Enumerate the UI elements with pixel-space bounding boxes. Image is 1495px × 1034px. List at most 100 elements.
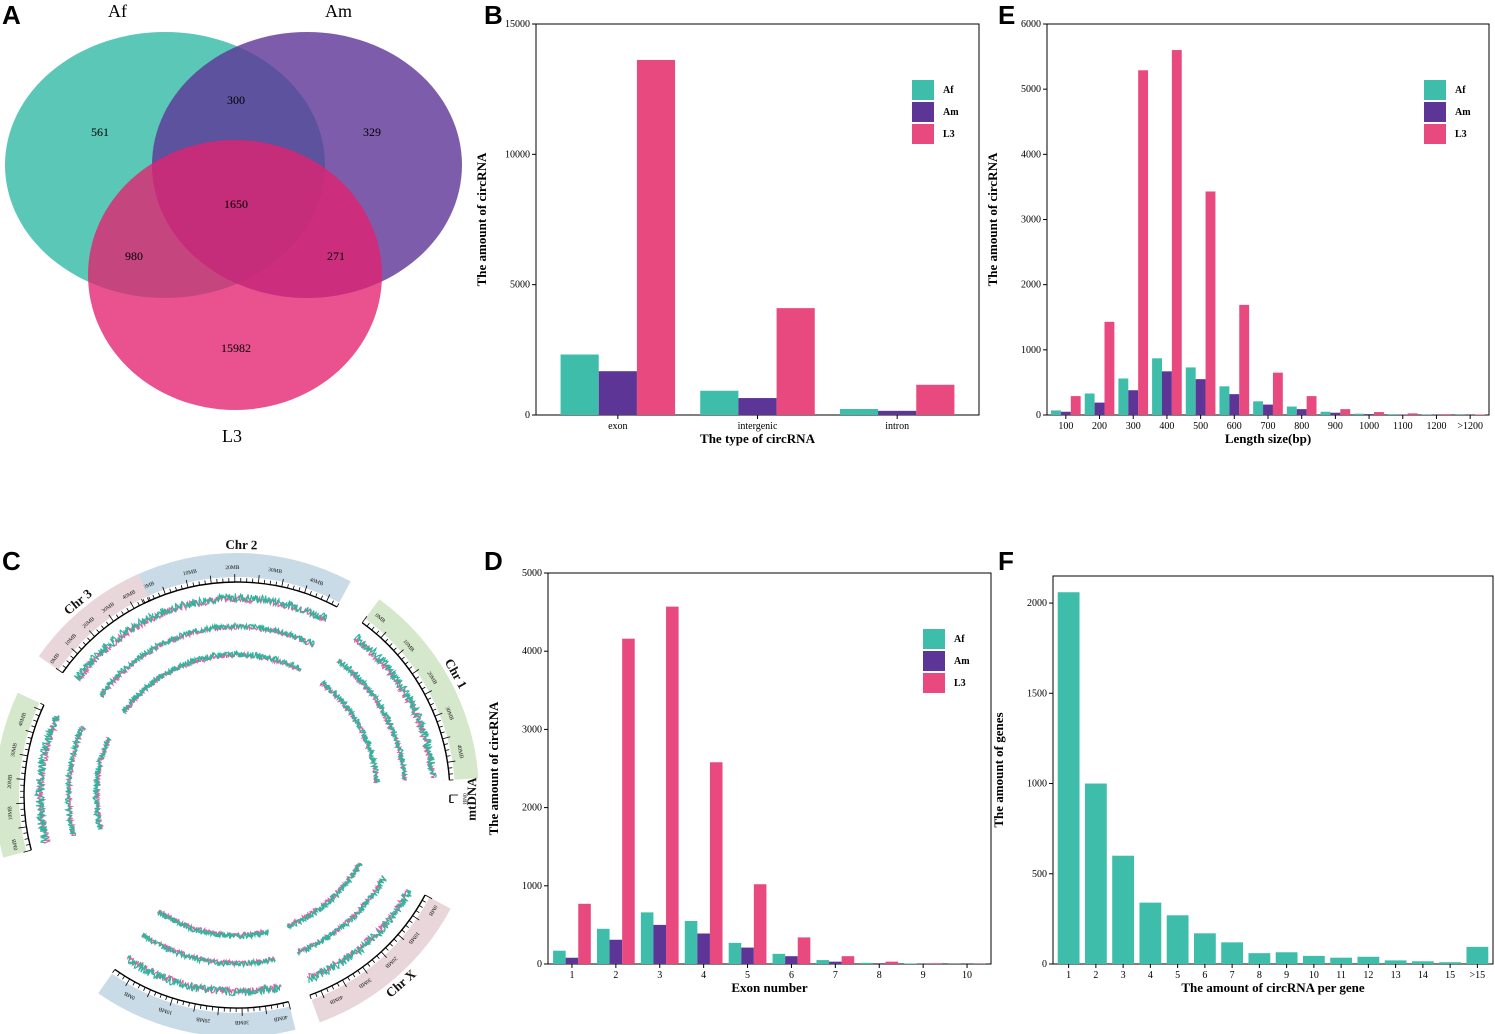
chromosome-mb-label: 20MB — [225, 565, 240, 571]
chromosome-tick — [25, 730, 34, 734]
chromosome-tick — [366, 622, 370, 627]
bar — [598, 371, 637, 415]
chromosome-tick — [180, 585, 183, 590]
bar — [1253, 401, 1264, 415]
chromosome-tick — [380, 951, 387, 958]
bar — [785, 956, 798, 964]
venn-label-l3: L3 — [222, 426, 242, 446]
bar — [1296, 409, 1307, 415]
bar — [1128, 390, 1139, 415]
chromosome-tick — [132, 981, 136, 986]
chromosome-tick — [217, 1007, 219, 1016]
chromosome-tick — [326, 988, 329, 993]
chromosome-tick — [23, 849, 32, 853]
x-tick-label: 5 — [745, 970, 750, 981]
chromosome-tick — [298, 587, 301, 592]
x-tick-label: 4 — [1148, 970, 1153, 981]
chromosome-tick — [282, 1002, 285, 1008]
bar — [1161, 371, 1172, 415]
y-tick-label: 4000 — [522, 646, 542, 657]
chromosome-tick — [331, 600, 334, 605]
chromosome-tick — [270, 1005, 273, 1010]
venn-count-all: 1650 — [224, 197, 248, 211]
x-tick-label: 10 — [1309, 970, 1319, 981]
chromosome-tick — [384, 638, 389, 643]
x-tick-label: 15 — [1445, 970, 1455, 981]
chromosome-tick — [429, 703, 434, 706]
x-tick-label: 1100 — [1393, 421, 1413, 432]
venn-circle-l3 — [88, 140, 382, 410]
legend-label: Af — [954, 634, 965, 645]
chromosome-tick — [315, 992, 318, 997]
chromosome-tick — [192, 582, 195, 587]
x-tick-label: >15 — [1470, 970, 1486, 981]
chromosome-tick — [361, 615, 368, 623]
x-axis-label: The amount of circRNA per gene — [1181, 980, 1365, 995]
chromosome-tick — [176, 999, 179, 1004]
chromosome-tick — [269, 580, 272, 585]
x-tick-label: 14 — [1418, 970, 1428, 981]
chromosome-axis — [61, 599, 151, 674]
chromosome-tick — [438, 725, 443, 728]
y-tick-label: 1500 — [1027, 688, 1047, 699]
chromosome-tick — [397, 934, 405, 941]
venn-count-l3-only: 15982 — [221, 341, 251, 355]
chromosome-tick — [380, 631, 387, 639]
legend-swatch — [1424, 124, 1446, 144]
bar — [1219, 386, 1230, 415]
bar — [709, 762, 723, 964]
bar — [1166, 915, 1189, 964]
x-tick-label: 2 — [1093, 970, 1098, 981]
chromosome-tick — [408, 920, 413, 924]
chromosome-tick — [309, 995, 312, 1000]
chromosome-mb-label: 30MB — [10, 742, 19, 757]
chromosome-tick — [31, 725, 36, 728]
chromosome-band — [38, 573, 149, 670]
chromosome-tick — [188, 1002, 190, 1007]
bar — [1118, 378, 1129, 415]
chromosome-tick — [137, 984, 141, 989]
chromosome-tick — [288, 1001, 291, 1010]
bar — [1340, 409, 1351, 415]
chromosome-tick — [265, 1006, 267, 1015]
track-line-af — [337, 658, 409, 781]
x-tick-label: 300 — [1126, 421, 1141, 432]
bar — [1094, 402, 1105, 415]
x-tick-label: 400 — [1159, 421, 1174, 432]
chromosome-tick — [404, 661, 409, 665]
chromosome-tick — [88, 630, 95, 637]
chromosome-mb-label: 0MB — [50, 652, 62, 665]
bar — [1302, 955, 1325, 964]
chromosome-tick — [34, 706, 42, 711]
chromosome-band — [98, 973, 296, 1034]
bar — [565, 957, 579, 964]
chromosome-tick — [375, 630, 380, 635]
y-tick-label: 0 — [1042, 959, 1047, 970]
chromosome-tick — [376, 955, 380, 960]
chromosome-label: Chr 5 — [174, 1030, 209, 1034]
venn-label-af: Af — [108, 1, 127, 21]
x-axis-label: Length size(bp) — [1225, 431, 1311, 446]
bar — [1152, 358, 1162, 415]
venn-count-am-only: 329 — [363, 125, 381, 139]
chromosome-mb-label: 10MB — [158, 1005, 174, 1015]
y-tick-label: 0 — [525, 410, 530, 421]
x-tick-label: 100 — [1058, 421, 1073, 432]
bar — [1139, 902, 1162, 964]
chromosome-tick — [126, 607, 130, 612]
chromosome-tick — [357, 970, 361, 974]
legend-label: Af — [1455, 85, 1466, 96]
y-tick-label: 2000 — [1027, 598, 1047, 609]
chromosome-tick — [108, 614, 114, 622]
chromosome-tick — [445, 749, 450, 751]
bar — [1060, 411, 1071, 415]
bar — [1466, 946, 1489, 964]
track-line-af — [153, 592, 328, 622]
bar — [1384, 960, 1407, 964]
track-line-af — [91, 737, 112, 830]
bar — [553, 950, 566, 964]
x-tick-label: 500 — [1193, 421, 1208, 432]
bar — [1205, 191, 1216, 415]
bar — [1357, 956, 1380, 964]
